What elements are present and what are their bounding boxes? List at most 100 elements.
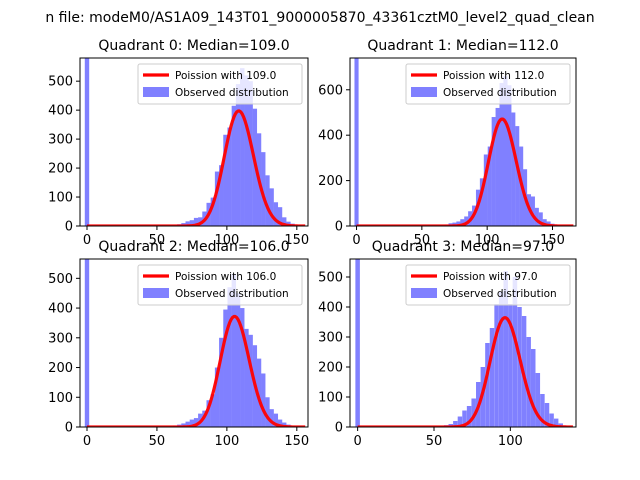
hist-bar [269, 188, 274, 226]
legend-patch-swatch [411, 87, 437, 97]
y-tick-label: 100 [48, 191, 73, 206]
x-tick-label: 50 [149, 434, 166, 449]
hist-bar [503, 271, 509, 427]
legend: Poission with 109.0 Observed distribution [137, 63, 303, 105]
legend-label-poisson: Poission with 109.0 [175, 70, 276, 82]
hist-bar [189, 419, 195, 427]
hist-bar [462, 410, 467, 427]
hist-bar [227, 127, 232, 226]
hist-bar [508, 304, 513, 427]
legend-patch-swatch [411, 288, 437, 298]
x-tick-label: 50 [426, 434, 443, 449]
hist-bar [507, 85, 512, 226]
hist-bar [227, 287, 232, 427]
x-tick-label: 100 [214, 434, 239, 449]
legend: Poission with 97.0 Observed distribution [405, 264, 571, 306]
hist-bar [498, 292, 504, 427]
hist-bar [457, 416, 463, 427]
plot-area [84, 58, 306, 226]
hist-bar [495, 107, 500, 226]
legend-box [405, 264, 571, 306]
hist-bar [487, 146, 492, 226]
y-tick-label: 200 [318, 174, 343, 189]
hist-bar [535, 373, 541, 427]
subplot-quadrant-1: Quadrant 1: Median=112.0 0 50 100 150 0 200 400… [318, 38, 577, 248]
hist-bar [542, 219, 547, 226]
x-tick-label: 0 [353, 434, 361, 449]
hist-bar [479, 178, 484, 226]
x-tick-label: 150 [284, 434, 309, 449]
legend: Poission with 112.0 Observed distribution [405, 63, 571, 105]
y-tick-label: 100 [318, 391, 343, 406]
hist-bar [231, 273, 237, 427]
hist-bar [530, 196, 535, 226]
x-tick-label: 100 [498, 434, 523, 449]
hist-bar [517, 307, 522, 427]
hist-bar [265, 175, 270, 226]
hist-bar [273, 202, 279, 226]
hist-bar [223, 134, 228, 226]
y-tick-label: 0 [65, 421, 73, 436]
axes-frame [79, 57, 309, 227]
hist-bar [456, 221, 461, 226]
y-tick-label: 200 [48, 361, 73, 376]
hist-bar [530, 349, 536, 427]
legend-label-poisson: Poission with 112.0 [443, 70, 544, 82]
hist-bar [277, 207, 283, 226]
y-tick-label: 0 [335, 220, 343, 235]
hist-bar [193, 418, 199, 427]
hist-bar [464, 216, 469, 226]
legend-label-poisson: Poission with 106.0 [175, 271, 276, 283]
hist-bar [546, 221, 551, 226]
hist-bar [499, 82, 504, 226]
hist-bar [261, 373, 266, 427]
plot-area [355, 259, 574, 427]
hist-bar [210, 197, 216, 226]
hist-bar [273, 413, 279, 427]
hist-bar [248, 81, 253, 226]
hist-bar [540, 394, 545, 427]
hist-bar [471, 398, 476, 427]
poisson-curve [86, 109, 306, 226]
hist-bar [193, 217, 199, 226]
legend-patch-swatch [143, 87, 169, 97]
y-tick-label: 400 [318, 301, 343, 316]
y-tick-label: 300 [318, 331, 343, 346]
x-tick-label: 0 [83, 233, 91, 248]
x-tick-label: 150 [540, 233, 565, 248]
y-tick-label: 400 [318, 129, 343, 144]
y-tick-label: 0 [335, 421, 343, 436]
hist-bar-zero [354, 58, 359, 226]
hist-bar [214, 171, 220, 226]
hist-bar [219, 337, 224, 427]
hist-bar [466, 406, 472, 427]
hist-bar [240, 68, 245, 226]
y-tick-label: 200 [318, 361, 343, 376]
hist-bar [185, 421, 190, 427]
subplot-quadrant-0: Quadrant 0: Median=109.0 0 50 100 150 0 100 200… [48, 38, 309, 248]
y-tick-label: 500 [318, 271, 343, 286]
hist-bar [526, 337, 531, 427]
subplot-title: Quadrant 3: Median=97.0 [372, 239, 554, 255]
hist-bar [453, 421, 458, 427]
subplot-title: Quadrant 1: Median=112.0 [367, 38, 558, 54]
hist-bar [248, 334, 253, 427]
y-tick-label: 500 [48, 75, 73, 90]
hist-bar-zero [84, 259, 90, 427]
hist-bar [489, 328, 495, 427]
hist-bar [210, 394, 216, 427]
hist-bar [219, 165, 224, 226]
hist-bar [491, 117, 496, 226]
y-tick-label: 400 [48, 104, 73, 119]
hist-bar [511, 112, 516, 226]
x-tick-label: 150 [284, 233, 309, 248]
hist-bar [235, 293, 241, 427]
y-tick-label: 200 [48, 162, 73, 177]
y-tick-label: 600 [318, 83, 343, 98]
subplot-quadrant-2: Quadrant 2: Median=106.0 0 50 100 150 0 100 200… [48, 239, 309, 449]
hist-bar [553, 418, 559, 427]
y-tick-label: 0 [65, 220, 73, 235]
hist-bar [503, 76, 508, 226]
subplot-grid: Quadrant 0: Median=109.0 0 50 100 150 0 100 200… [48, 38, 577, 449]
